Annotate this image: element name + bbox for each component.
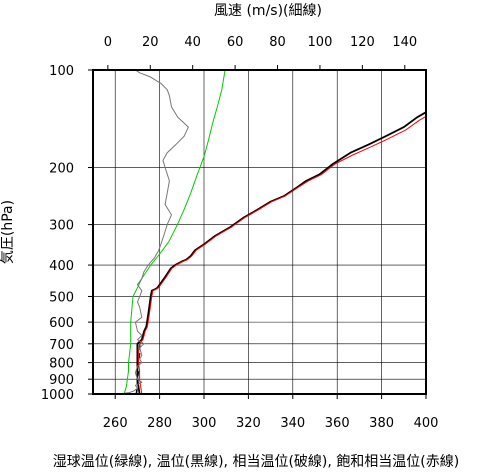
bottom-tick-label: 300: [192, 416, 217, 431]
top-tick-label: 60: [227, 35, 244, 50]
series-line-2: [135, 343, 141, 395]
series-line-0: [123, 69, 226, 395]
series-line-3: [138, 115, 427, 395]
top-tick-label: 20: [142, 35, 159, 50]
top-tick-label: 0: [104, 35, 112, 50]
grid: [93, 69, 427, 395]
plot-frame: [92, 69, 427, 395]
bottom-tick-label: 260: [103, 416, 128, 431]
ticks: 260 280 300 320 340 360 380 400 0 20 40 60 80 100 120 1…: [41, 35, 439, 431]
top-axis-title: 風速 (m/s)(細線): [214, 3, 322, 19]
pressure-tick-label: 100: [49, 64, 74, 79]
bottom-tick-label: 400: [414, 416, 439, 431]
y-axis-title: 気圧(hPa): [0, 200, 16, 264]
pressure-tick-label: 200: [49, 162, 74, 177]
pressure-tick-label: 600: [49, 316, 74, 331]
bottom-tick-label: 360: [325, 416, 350, 431]
top-tick-label: 140: [392, 35, 417, 50]
pressure-tick-label: 700: [49, 338, 74, 353]
pressure-tick-label: 900: [49, 373, 74, 388]
top-tick-label: 40: [184, 35, 201, 50]
series-line-4: [118, 69, 189, 395]
pressure-tick-label: 500: [49, 290, 74, 305]
bottom-tick-label: 380: [369, 416, 394, 431]
pressure-tick-label: 1000: [41, 388, 74, 403]
series-layer: [118, 69, 427, 395]
series-line-1: [136, 111, 427, 395]
top-tick-label: 100: [308, 35, 333, 50]
top-tick-label: 80: [269, 35, 286, 50]
bottom-tick-label: 280: [147, 416, 172, 431]
bottom-tick-label: 340: [280, 416, 305, 431]
pressure-tick-label: 800: [49, 357, 74, 372]
pressure-tick-label: 400: [49, 259, 74, 274]
bottom-axis-title: 湿球温位(緑線), 温位(黒線), 相当温位(破線), 飽和相当温位(赤線): [53, 453, 459, 470]
pressure-tick-label: 300: [49, 219, 74, 234]
top-tick-label: 120: [350, 35, 375, 50]
bottom-tick-label: 320: [236, 416, 261, 431]
